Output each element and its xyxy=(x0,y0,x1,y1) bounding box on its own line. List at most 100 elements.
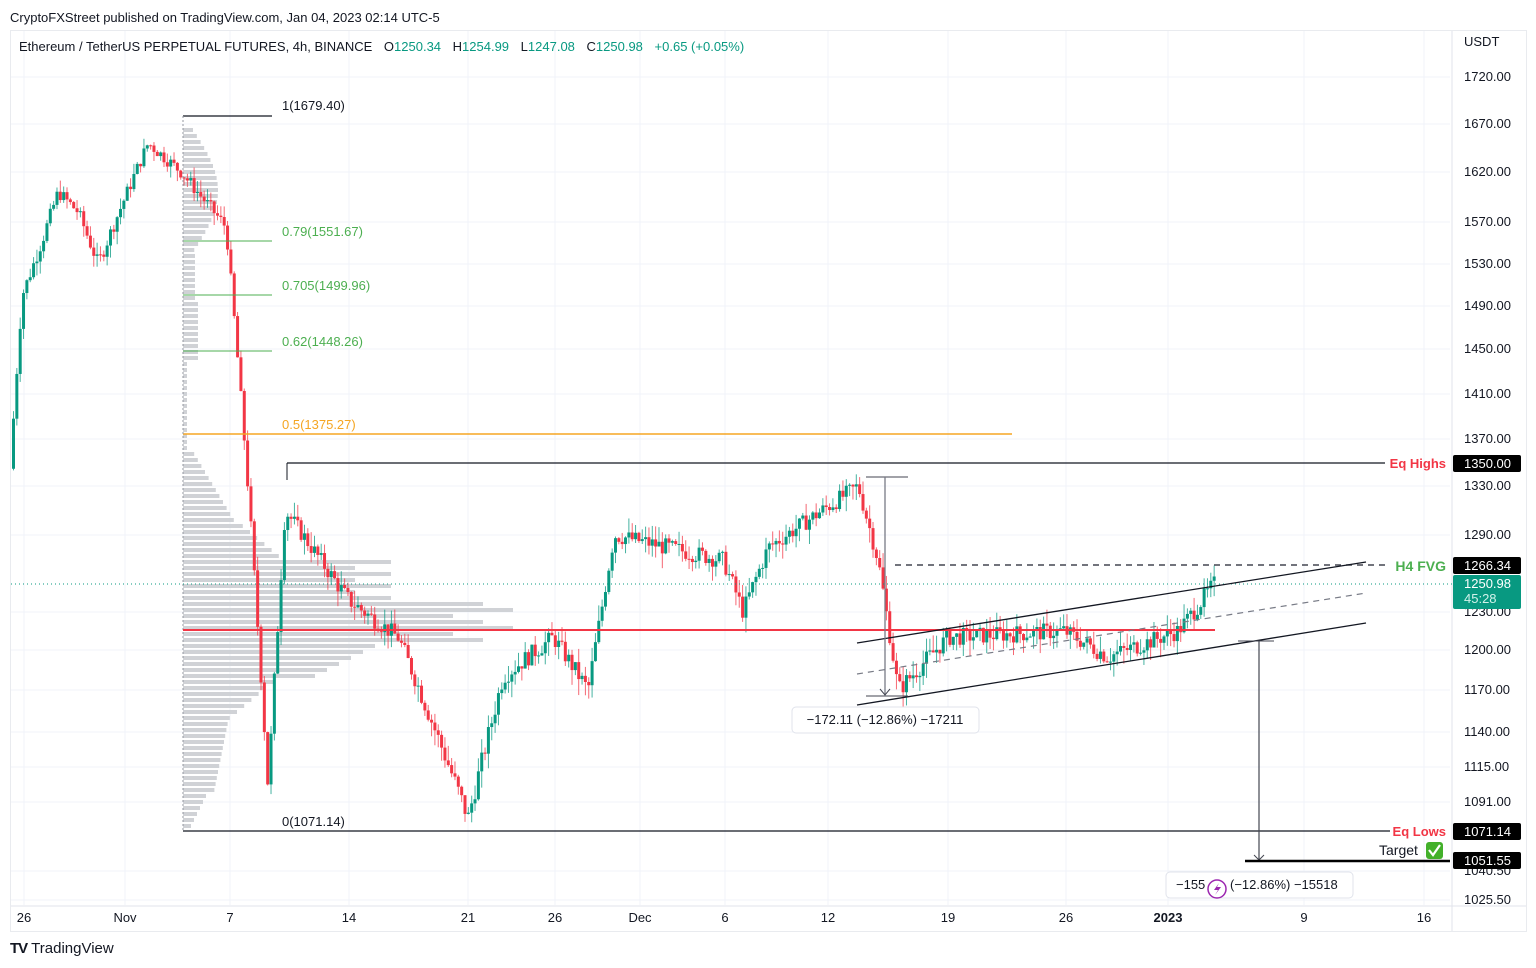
candle-body xyxy=(988,630,992,638)
candle-body xyxy=(814,512,818,519)
candle-body xyxy=(831,507,835,511)
candle-body xyxy=(1062,626,1066,629)
candle-body xyxy=(216,213,220,216)
chart-frame xyxy=(10,30,1527,932)
volume-bar xyxy=(183,548,272,552)
fib-retracement[interactable]: 1(1679.40) 0.79(1551.67) 0.705(1499.96) 0.6… xyxy=(182,98,1390,832)
candle-body xyxy=(640,539,644,542)
volume-bar xyxy=(183,368,187,372)
channel-mid-line xyxy=(856,592,1367,675)
candle-body xyxy=(801,515,805,519)
candle-body xyxy=(149,145,153,147)
volume-bar xyxy=(183,170,216,174)
time-tick-label: 2023 xyxy=(1154,910,1183,925)
candle-body xyxy=(553,635,557,647)
price-tick-label: 1170.00 xyxy=(1464,682,1510,697)
measure1-text: −172.11 (−12.86%) −17211 xyxy=(807,712,964,727)
price-axis[interactable]: USDT 1720.00 1670.00 1620.00 1570.00 1530.00 1… xyxy=(1464,34,1511,907)
volume-bar xyxy=(183,578,355,582)
candle-body xyxy=(714,561,718,567)
candle-body xyxy=(1112,654,1116,662)
time-tick-label: 26 xyxy=(1059,910,1073,925)
volume-bar xyxy=(183,230,206,234)
volume-bar xyxy=(183,272,195,276)
volume-bar xyxy=(183,692,259,696)
candle-body xyxy=(1001,630,1005,641)
candle-body xyxy=(1052,635,1056,639)
volume-bar xyxy=(183,452,195,456)
volume-bar xyxy=(183,290,195,294)
candle-body xyxy=(152,145,156,152)
candle-body xyxy=(985,630,989,643)
candle-body xyxy=(440,734,444,748)
candle-body xyxy=(473,799,477,804)
candle-body xyxy=(125,186,129,201)
channel-lower-line[interactable] xyxy=(856,622,1367,706)
volume-bar xyxy=(183,302,198,306)
candle-body xyxy=(717,552,721,562)
candle-body xyxy=(764,549,768,568)
volume-bar xyxy=(183,482,213,486)
volume-bar xyxy=(183,734,226,738)
candle-body xyxy=(1045,623,1049,626)
time-tick-label: Dec xyxy=(628,910,652,925)
candle-body xyxy=(517,666,521,672)
volume-bar xyxy=(183,212,214,216)
candle-body xyxy=(413,674,417,687)
candle-body xyxy=(346,588,350,593)
volume-bar xyxy=(183,128,193,132)
volume-bar xyxy=(183,416,187,420)
candle-body xyxy=(647,537,651,546)
candle-body xyxy=(195,191,199,194)
candle-body xyxy=(674,541,678,544)
candle-body xyxy=(918,675,922,678)
volume-bar xyxy=(183,422,187,426)
volume-bar xyxy=(183,386,187,390)
time-tick-label: 6 xyxy=(721,910,728,925)
price-badge xyxy=(1453,557,1521,574)
volume-bar xyxy=(183,668,327,672)
candle-body xyxy=(1159,638,1163,643)
candle-body xyxy=(577,662,581,680)
candle-body xyxy=(1115,651,1119,655)
volume-bar xyxy=(183,608,513,612)
channel-upper-line[interactable] xyxy=(856,561,1367,644)
candle-body xyxy=(309,546,313,553)
price-tick-label: 1720.00 xyxy=(1464,69,1511,84)
fib-label: 0(1071.14) xyxy=(282,814,345,829)
candle-body xyxy=(480,752,484,772)
candle-body xyxy=(209,200,213,202)
candle-body xyxy=(587,681,591,686)
candle-body xyxy=(155,151,159,157)
volume-bar xyxy=(183,374,187,378)
volume-bar xyxy=(183,656,351,660)
candle-body xyxy=(272,673,276,734)
volume-bar xyxy=(183,824,191,828)
time-axis[interactable]: 26 Nov 7 14 21 26 Dec 6 12 19 26 2023 9 16 xyxy=(17,910,1431,925)
candle-body xyxy=(1102,651,1106,662)
candle-body xyxy=(741,596,745,618)
candle-body xyxy=(55,191,59,205)
candle-body xyxy=(236,316,240,358)
candle-body xyxy=(339,585,343,592)
candle-body xyxy=(824,505,828,508)
candle-body xyxy=(145,145,149,149)
price-tick-label: 1670.00 xyxy=(1464,116,1511,131)
candle-body xyxy=(563,641,567,662)
candle-body xyxy=(597,620,601,643)
candle-body xyxy=(456,776,460,787)
candle-body xyxy=(500,689,504,694)
volume-bar xyxy=(183,626,513,630)
footer-brand[interactable]: TV TradingView xyxy=(10,940,114,957)
candle-body xyxy=(32,263,36,278)
candle-body xyxy=(697,547,701,561)
candle-body xyxy=(396,633,400,641)
candle-body xyxy=(48,208,52,224)
candle-body xyxy=(179,170,183,178)
candle-body xyxy=(721,551,725,553)
candle-body xyxy=(119,208,123,218)
candle-body xyxy=(787,530,791,537)
candle-body xyxy=(333,571,337,579)
price-badge-text: 1071.14 xyxy=(1464,824,1511,839)
